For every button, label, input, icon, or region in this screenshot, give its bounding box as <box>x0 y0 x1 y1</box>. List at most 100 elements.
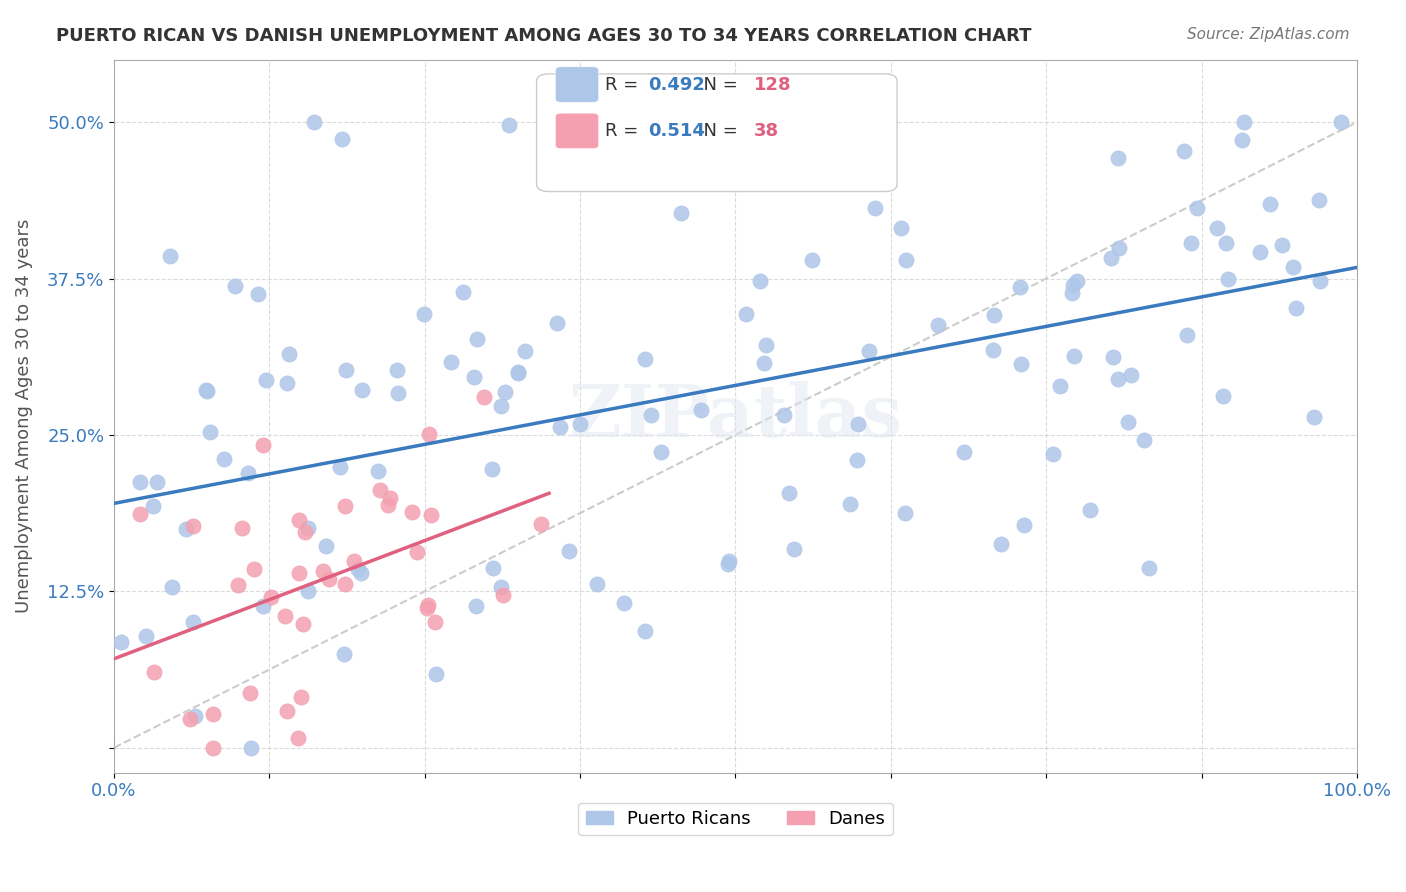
Point <box>1042 447 1064 461</box>
Point <box>1282 260 1305 275</box>
Point <box>613 596 636 610</box>
Point <box>472 391 495 405</box>
Point <box>181 615 204 630</box>
Point <box>212 452 235 467</box>
Point <box>851 115 873 129</box>
Point <box>463 370 485 384</box>
Point <box>418 427 440 442</box>
Point <box>110 634 132 648</box>
Point <box>1285 301 1308 315</box>
Point <box>247 287 270 301</box>
Point <box>159 249 181 263</box>
Point <box>329 459 352 474</box>
Point <box>1099 252 1122 266</box>
Point <box>420 508 443 522</box>
Point <box>749 274 772 288</box>
Point <box>254 373 277 387</box>
Point <box>318 572 340 586</box>
Point <box>1063 349 1085 363</box>
Point <box>297 521 319 535</box>
Point <box>669 206 692 220</box>
Point <box>1066 274 1088 288</box>
Point <box>160 580 183 594</box>
Point <box>174 522 197 536</box>
Point <box>198 425 221 439</box>
Point <box>1180 235 1202 250</box>
Point <box>440 355 463 369</box>
Point <box>335 577 357 591</box>
Point <box>1308 193 1330 207</box>
Point <box>129 508 152 522</box>
Point <box>927 318 949 333</box>
Point <box>1173 144 1195 158</box>
Point <box>690 402 713 417</box>
Point <box>412 307 434 321</box>
Point <box>312 564 335 578</box>
Text: 0.492: 0.492 <box>648 76 706 94</box>
Point <box>406 545 429 559</box>
Point <box>228 577 250 591</box>
Point <box>1012 518 1035 533</box>
Point <box>491 399 513 413</box>
Point <box>387 362 409 376</box>
Text: N =: N = <box>692 122 744 140</box>
Point <box>896 252 918 267</box>
Point <box>304 115 326 129</box>
Point <box>755 338 778 352</box>
Point <box>586 576 609 591</box>
Point <box>451 285 474 299</box>
Point <box>378 491 401 506</box>
Point <box>252 438 274 452</box>
Point <box>1062 286 1084 301</box>
Point <box>1049 379 1071 393</box>
Point <box>530 516 553 531</box>
Point <box>231 521 253 535</box>
Point <box>143 665 166 680</box>
Point <box>260 591 283 605</box>
Point <box>377 498 399 512</box>
Point <box>1215 236 1237 251</box>
Point <box>752 356 775 370</box>
Text: 38: 38 <box>754 122 779 140</box>
Point <box>735 307 758 321</box>
Point <box>330 132 353 146</box>
Point <box>236 466 259 480</box>
Point <box>953 444 976 458</box>
Point <box>335 363 357 377</box>
FancyBboxPatch shape <box>555 67 599 103</box>
Point <box>1175 327 1198 342</box>
Point <box>481 561 503 575</box>
Point <box>252 599 274 614</box>
Point <box>294 524 316 539</box>
Point <box>202 740 225 755</box>
Text: R =: R = <box>605 122 644 140</box>
Point <box>558 544 581 558</box>
Point <box>465 599 488 613</box>
Point <box>335 499 357 513</box>
Point <box>1119 368 1142 382</box>
Point <box>288 566 311 580</box>
Point <box>1108 241 1130 255</box>
Point <box>1107 372 1129 386</box>
Point <box>894 506 917 520</box>
Text: ZIPatlas: ZIPatlas <box>568 381 903 451</box>
Point <box>990 537 1012 551</box>
Text: N =: N = <box>692 76 744 94</box>
Point <box>1230 133 1253 147</box>
Point <box>650 445 672 459</box>
Point <box>634 351 657 366</box>
Point <box>352 384 374 398</box>
Point <box>1205 221 1227 235</box>
Point <box>401 505 423 519</box>
Point <box>981 343 1004 357</box>
Point <box>839 497 862 511</box>
Point <box>1330 115 1353 129</box>
Point <box>1216 272 1239 286</box>
Point <box>1249 244 1271 259</box>
Y-axis label: Unemployment Among Ages 30 to 34 years: Unemployment Among Ages 30 to 34 years <box>15 219 32 614</box>
Point <box>640 408 662 422</box>
Point <box>291 616 314 631</box>
Point <box>1187 201 1209 215</box>
Text: 0.514: 0.514 <box>648 122 706 140</box>
Point <box>1309 274 1331 288</box>
